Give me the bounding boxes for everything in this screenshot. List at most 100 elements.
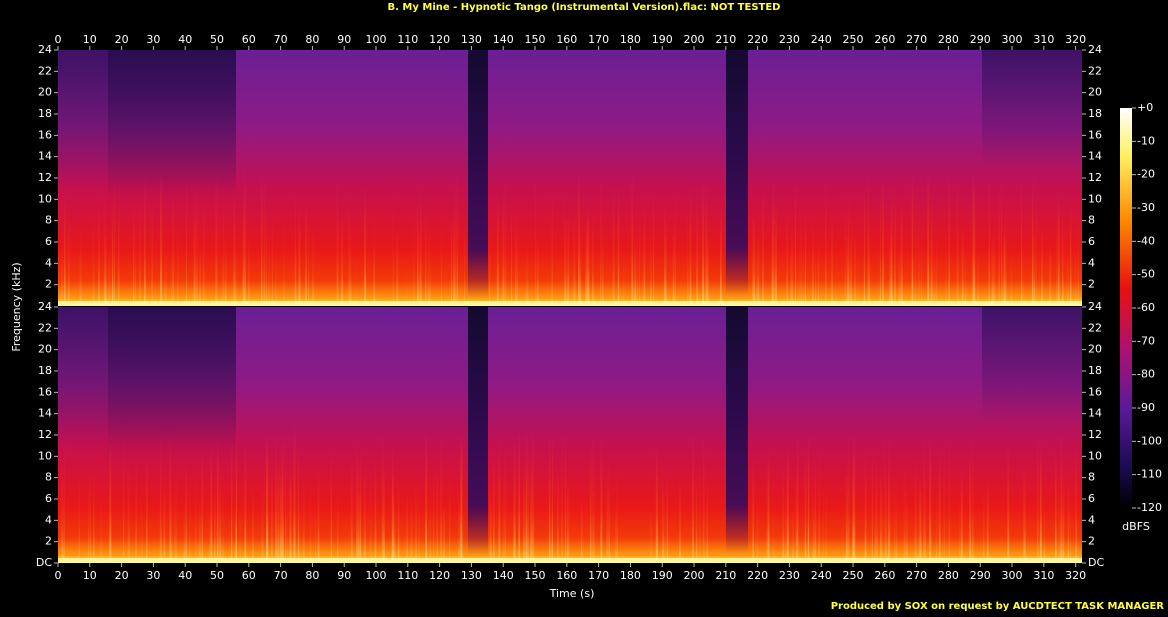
spectrogram-streak [413,200,415,306]
spectrogram-streak [814,450,817,563]
y-tick-label: DC [1088,556,1104,569]
spectrogram-streak [772,170,775,306]
spectrogram-streak [874,491,875,563]
spectrogram-streak [675,180,676,306]
spectrogram-streak [578,166,580,306]
spectrogram-streak [526,242,529,306]
spectrogram-streak [845,462,848,563]
spectrogram-streak [305,200,307,306]
spectrogram-streak [948,169,951,306]
spectrogram-streak [183,501,186,563]
spectrogram-streak [1041,224,1043,306]
spectrogram-streak [312,230,315,306]
spectrogram-streak [665,222,667,306]
y-tick-label: 14 [38,407,52,420]
colorbar-tick-label: -70 [1137,334,1155,347]
spectrogram-streak [337,488,339,563]
spectrogram-streak [493,449,495,563]
spectrogram-streak [600,439,603,563]
x-tick-label: 320 [1065,569,1086,582]
x-tick-label: 190 [652,569,673,582]
spectrogram-streak [525,429,528,563]
spectrogram-streak [564,216,567,306]
spectrogram-streak [404,501,407,563]
spectrogram-streak [998,183,1000,306]
spectrogram-streak [785,492,786,563]
spectrogram-streak [243,168,246,306]
spectrogram-streak [63,191,66,306]
y-tick-label: 6 [45,235,52,248]
x-tick-label: 220 [747,33,768,46]
spectrogram-streak [504,440,507,563]
spectrogram-streak [798,249,800,306]
spectrogram-streak [772,497,774,563]
x-tick-label: 130 [461,33,482,46]
spectrogram-streak [261,167,263,306]
spectrogram-streak [616,466,618,563]
colorbar-tick-label: -60 [1137,301,1155,314]
spectrogram-streak [757,226,760,306]
spectrogram-streak [266,440,268,563]
x-tick-label: 50 [210,569,224,582]
x-tick-label: 90 [337,33,351,46]
spectrogram-streak [195,500,198,563]
spectrogram-streak [914,459,917,563]
spectrogram-streak [263,165,265,306]
x-tick-label: 100 [366,33,387,46]
spectrogram-streak [585,220,587,306]
y-tick-label: 20 [38,343,52,356]
spectrogram-streak [160,167,162,306]
spectrogram-streak [381,435,384,563]
spectrogram-streak [817,240,820,306]
spectrogram-streak [169,436,171,563]
spectrogram-quiet [108,307,236,461]
spectrogram-streak [666,470,669,563]
spectrogram-streak [920,480,922,563]
y-tick-label: 22 [1088,64,1102,77]
spectrogram-streak [235,424,237,563]
spectrogram-streak [193,205,195,306]
spectrogram-streak [983,491,985,563]
spectrogram-streak [299,494,301,563]
x-tick-label: 180 [620,569,641,582]
spectrogram-streak [1021,172,1022,306]
spectrogram-streak [825,481,827,563]
x-tick-label: 240 [811,569,832,582]
x-tick-label: 70 [274,569,288,582]
spectrogram-streak [58,247,60,306]
spectrogram-streak [406,241,407,306]
spectrogram-streak [349,510,351,563]
x-tick-label: 180 [620,33,641,46]
spectrogram-streak [443,504,445,563]
x-tick-label: 20 [115,569,129,582]
spectrogram-streak [64,437,65,563]
spectrogram-gap [726,307,748,553]
spectrogram-streak [428,223,429,306]
spectrogram-streak [664,201,666,306]
spectrogram-streak [79,245,81,306]
spectrogram-streak [417,220,420,306]
spectrogram-streak [109,435,112,563]
spectrogram-streak [696,188,698,306]
spectrogram-streak [417,194,419,306]
spectrogram-streak [503,477,504,563]
spectrogram-streak [557,467,559,563]
spectrogram-streak [1062,223,1064,306]
y-tick-label: 4 [45,256,52,269]
x-tick-label: 40 [178,569,192,582]
spectrogram-streak [561,429,563,563]
spectrogram-streak [875,456,877,563]
x-tick-label: 290 [970,569,991,582]
spectrogram-streak [532,423,535,563]
x-tick-label: 230 [779,33,800,46]
spectrogram-streak [261,485,264,563]
spectrogram-streak [186,169,187,306]
spectrogram-streak [80,227,83,306]
colorbar-label: dBFS [1122,520,1150,533]
spectrogram-streak [406,489,409,563]
y-tick-label: 24 [38,300,52,313]
spectrogram-streak [930,213,932,306]
spectrogram-streak [662,479,664,563]
spectrogram-streak [219,459,221,563]
spectrogram-gap [726,50,748,296]
